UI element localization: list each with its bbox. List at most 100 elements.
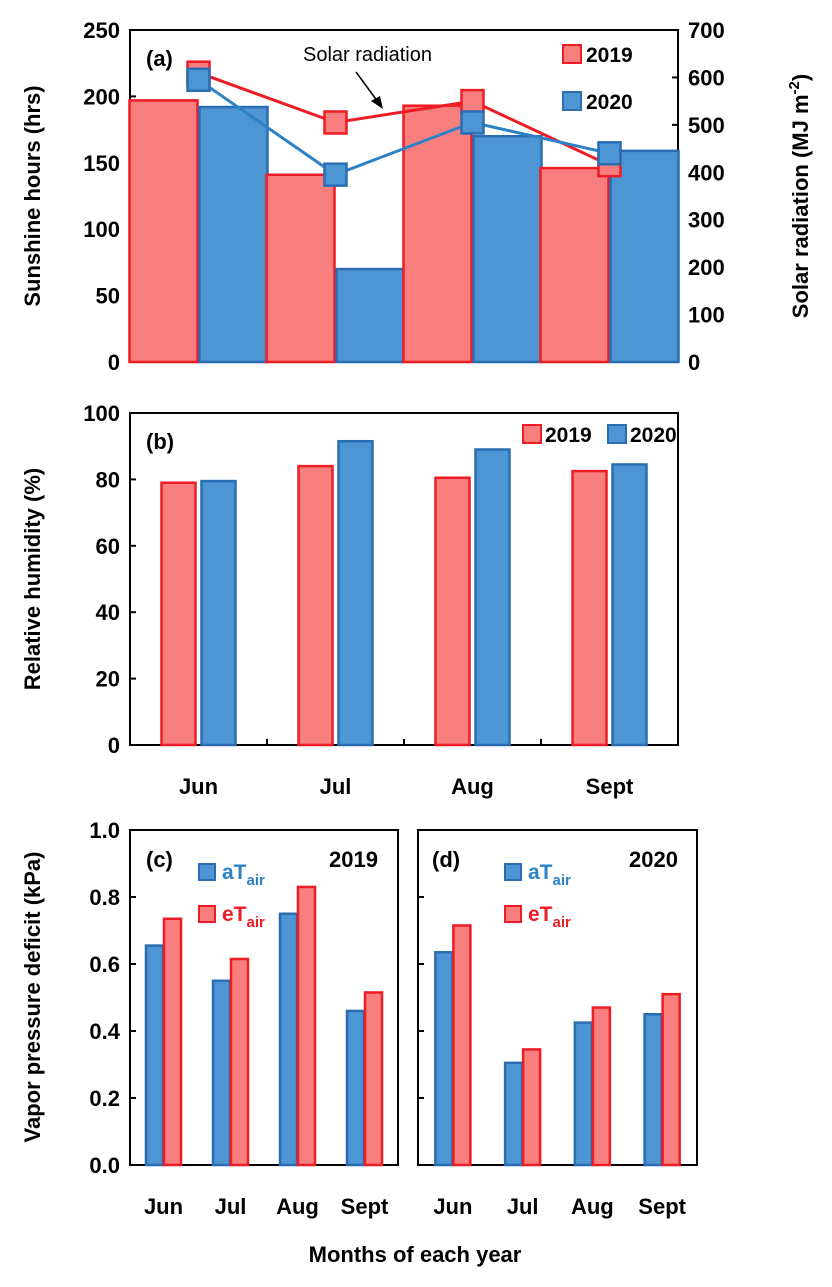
panel-c-bar-at-sept (345, 1009, 366, 1167)
panel-a-secondary-ytick-label: 0 (688, 350, 700, 375)
panel-a-bar-2020-jun (198, 105, 269, 364)
panel-b-xtick-label: Aug (451, 774, 494, 799)
panel-d-bar-et-jul (521, 1048, 542, 1167)
panel-b-bar-2020-jul (337, 439, 374, 747)
panel-b-bar-2019-jun (160, 481, 197, 747)
panel-b-ytick-label: 80 (96, 467, 120, 492)
panel-c-ytick-label: 0.6 (89, 952, 120, 977)
panel-b-label: (b) (146, 429, 174, 454)
panel-b-ylabel: Relative humidity (%) (20, 468, 45, 690)
panel-c-ylabel: Vapor pressure deficit (kPa) (20, 852, 45, 1143)
panel-a-solar-line-2020 (197, 78, 610, 177)
legend-c-eTair-swatch (198, 905, 216, 923)
panel-c-xtick-label: Jul (215, 1194, 247, 1219)
legend-a-2019-label: 2019 (586, 44, 633, 67)
legend-a-2020-swatch (562, 91, 582, 111)
legend-d-eTair-swatch (504, 905, 522, 923)
panel-a-bar-2020-aug (472, 134, 543, 364)
panel-a-secondary-ytick-label: 500 (688, 113, 725, 138)
panel-a-secondary-ytick-label: 100 (688, 303, 725, 328)
panel-c-bar-et-aug (296, 885, 317, 1167)
legend-b-2019-swatch (522, 424, 542, 444)
panel-b-xtick-label: Sept (586, 774, 634, 799)
legend-b-2019-label: 2019 (545, 424, 592, 447)
legend-b-2020-swatch (607, 424, 627, 444)
annotation-arrow-line (355, 71, 379, 103)
panel-a-secondary-ytick-label: 300 (688, 208, 725, 233)
panel-c-ytick-label: 0.2 (89, 1086, 120, 1111)
panel-d-bar-et-aug (591, 1006, 612, 1167)
panel-a-solar-marker-2019-aug (460, 88, 485, 114)
panel-c-bar-at-jul (211, 979, 232, 1167)
panel-b-bar-2019-aug (434, 476, 471, 747)
panel-c-ytick-label: 0.4 (89, 1019, 120, 1044)
panel-b-ytick-label: 20 (96, 667, 120, 692)
panel-a-bar-2020-jul (335, 267, 406, 364)
panel-a-label: (a) (146, 46, 173, 71)
panel-a-secondary-ytick-label: 600 (688, 65, 725, 90)
panel-a-solar-marker-2020-sept (597, 141, 622, 166)
panel-d-bar-at-aug (573, 1021, 594, 1167)
panel-d-xtick-label: Jun (433, 1194, 472, 1219)
panel-b-bar-2019-sept (571, 469, 608, 747)
panel-a-legend: 2019 2020 (562, 44, 633, 114)
panel-a-ytick-label: 50 (96, 284, 120, 309)
panel-a-bar-2020-sept (609, 149, 680, 364)
panel-a-solar-marker-2020-jul (323, 162, 348, 187)
panel-c-xtick-label: Sept (341, 1194, 389, 1219)
panel-a-bar-2019-jul (265, 173, 336, 364)
panel-a-solar-marker-2019-jul (323, 110, 348, 135)
panel-b-ytick-label: 100 (83, 401, 120, 426)
panel-c-ytick-label: 0.8 (89, 885, 120, 910)
panel-c-ytick-label: 0.0 (89, 1153, 120, 1178)
panel-a-ytick-label: 0 (108, 350, 120, 375)
panel-b-bar-2020-jun (200, 479, 237, 747)
panel-b-legend: 2019 2020 (522, 424, 677, 447)
legend-c-aTair-label: aTair (222, 861, 265, 889)
panel-c-frame (129, 829, 399, 1166)
legend-d-aTair-label: aTair (528, 861, 571, 889)
panel-d-bar-at-sept (643, 1013, 663, 1167)
panel-a-bar-2019-sept (539, 166, 610, 364)
panel-d-bar-at-jul (503, 1061, 524, 1167)
annotation-arrowhead (371, 96, 383, 109)
legend-a-2019-swatch (562, 44, 582, 64)
legend-a-2020-label: 2020 (586, 91, 633, 114)
panel-d-bar-et-sept (661, 992, 681, 1167)
panel-a-ytick-label: 150 (83, 151, 120, 176)
panel-b-xtick-label: Jul (320, 774, 352, 799)
panel-d-label: (d) (432, 847, 460, 872)
panel-c-xtick-label: Jun (144, 1194, 183, 1219)
panel-a-bar-2019-aug (402, 104, 473, 364)
panel-a-y2label: Solar radiation (MJ m-2) (786, 74, 813, 318)
panel-a-secondary-ytick-label: 700 (688, 18, 725, 43)
solar-radiation-annotation: Solar radiation (303, 44, 432, 66)
panel-d-bar-at-jun (434, 951, 454, 1167)
panel-c-bar-et-sept (363, 991, 384, 1167)
legend-d-eTair-label: eTair (528, 903, 571, 931)
panel-c-legend: aTair eTair (198, 861, 265, 931)
panel-c-bar-et-jul (229, 957, 250, 1167)
panel-d-legend: aTair eTair (504, 861, 571, 931)
panel-c-bar-et-jun (162, 917, 183, 1167)
panel-a-secondary-ytick-label: 200 (688, 255, 725, 280)
panel-d-xtick-label: Aug (571, 1194, 614, 1219)
panel-c-ytick-label: 1.0 (89, 818, 120, 843)
panel-c-bar-at-jun (144, 944, 165, 1167)
panel-b-bar-2020-sept (611, 463, 648, 747)
legend-c-eTair-label: eTair (222, 903, 265, 931)
panel-a-solar-marker-2020-jun (186, 67, 211, 93)
panel-b-ytick-label: 40 (96, 600, 120, 625)
panel-d-bar-et-jun (452, 924, 472, 1167)
panel-d-xtick-label: Jul (507, 1194, 539, 1219)
panel-c-xtick-label: Aug (276, 1194, 319, 1219)
panel-a-ytick-label: 100 (83, 217, 120, 242)
panel-a-solar-line-2019 (197, 71, 611, 167)
panel-a-solar-marker-2020-aug (460, 110, 485, 135)
panel-a-ylabel: Sunshine hours (hrs) (20, 85, 45, 306)
panel-d-xtick-label: Sept (638, 1194, 686, 1219)
panel-c-bar-at-aug (278, 912, 299, 1167)
shared-xlabel: Months of each year (309, 1242, 522, 1267)
panel-c-title: 2019 (329, 847, 378, 872)
